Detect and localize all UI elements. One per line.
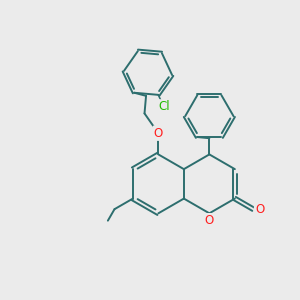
Text: O: O [255,203,264,216]
Text: O: O [205,214,214,227]
Text: O: O [154,127,163,140]
Text: Cl: Cl [158,100,170,113]
